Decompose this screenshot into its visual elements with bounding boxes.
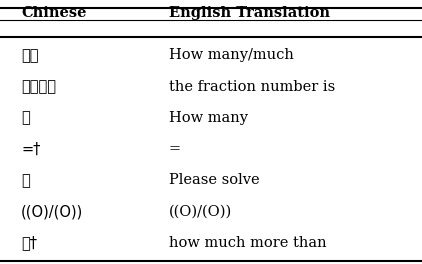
Text: English Translation: English Translation	[169, 6, 330, 20]
Text: 多少: 多少	[21, 48, 38, 63]
Text: how much more than: how much more than	[169, 236, 327, 250]
Text: How many/much: How many/much	[169, 48, 294, 62]
Text: Please solve: Please solve	[169, 173, 260, 187]
Text: ((O)/(O)): ((O)/(O))	[21, 204, 84, 219]
Text: ((O)/(O)): ((O)/(O))	[169, 205, 232, 219]
Text: =†: =†	[21, 142, 41, 157]
Text: =: =	[169, 142, 181, 156]
Text: 几分之几: 几分之几	[21, 79, 56, 94]
Text: How many: How many	[169, 111, 248, 125]
Text: 几: 几	[21, 110, 30, 125]
Text: the fraction number is: the fraction number is	[169, 79, 335, 93]
Text: 多†: 多†	[21, 235, 37, 251]
Text: 求: 求	[21, 173, 30, 188]
Text: Chinese: Chinese	[21, 6, 87, 20]
